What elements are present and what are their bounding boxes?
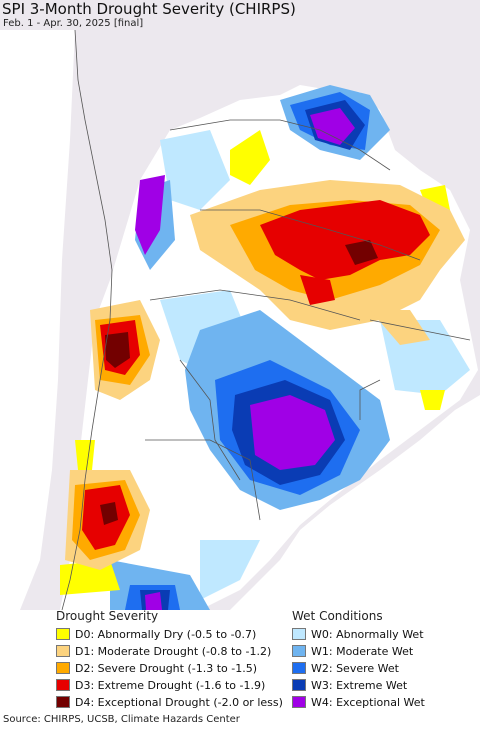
legend-item-w0: W0: Abnormally Wet (292, 626, 424, 642)
legend-label-d2: D2: Severe Drought (-1.3 to -1.5) (75, 661, 258, 675)
source-credit: Source: CHIRPS, UCSB, Climate Hazards Ce… (3, 714, 240, 725)
swatch-w4 (292, 696, 306, 708)
legend-label-d1: D1: Moderate Drought (-0.8 to -1.2) (75, 644, 272, 658)
legend-label-w4: W4: Exceptional Wet (311, 695, 425, 709)
w4-areas (135, 108, 355, 610)
legend-item-d2: D2: Severe Drought (-1.3 to -1.5) (56, 660, 257, 676)
legend-item-w4: W4: Exceptional Wet (292, 694, 425, 710)
wet-legend-heading: Wet Conditions (292, 609, 383, 623)
swatch-w3 (292, 679, 306, 691)
swatch-d1 (56, 645, 70, 657)
legend-item-w2: W2: Severe Wet (292, 660, 399, 676)
legend-item-d4: D4: Exceptional Drought (-2.0 or less) (56, 694, 283, 710)
region-borders (61, 29, 471, 610)
legend-label-d4: D4: Exceptional Drought (-2.0 or less) (75, 695, 283, 709)
legend-label-w0: W0: Abnormally Wet (311, 627, 424, 641)
legend-label-w1: W1: Moderate Wet (311, 644, 414, 658)
d0-areas (60, 130, 450, 595)
swatch-w2 (292, 662, 306, 674)
atlantic-ocean (230, 395, 480, 610)
d4-areas (100, 240, 378, 525)
legend-label-w2: W2: Severe Wet (311, 661, 399, 675)
swatch-d4 (56, 696, 70, 708)
legend-label-d0: D0: Abnormally Dry (-0.5 to -0.7) (75, 627, 257, 641)
legend-item-w3: W3: Extreme Wet (292, 677, 407, 693)
pacific-ocean (0, 30, 75, 610)
swatch-d2 (56, 662, 70, 674)
legend-item-d0: D0: Abnormally Dry (-0.5 to -0.7) (56, 626, 256, 642)
legend-item-d1: D1: Moderate Drought (-0.8 to -1.2) (56, 643, 271, 659)
drought-legend-heading: Drought Severity (56, 609, 159, 623)
legend-item-w1: W1: Moderate Wet (292, 643, 413, 659)
legend-label-d3: D3: Extreme Drought (-1.6 to -1.9) (75, 678, 266, 692)
legend-item-d3: D3: Extreme Drought (-1.6 to -1.9) (56, 677, 265, 693)
swatch-w0 (292, 628, 306, 640)
swatch-d0 (56, 628, 70, 640)
drought-map (0, 0, 480, 610)
swatch-d3 (56, 679, 70, 691)
legend-label-w3: W3: Extreme Wet (311, 678, 408, 692)
map-title: SPI 3-Month Drought Severity (CHIRPS) (2, 0, 296, 18)
swatch-w1 (292, 645, 306, 657)
map-subtitle: Feb. 1 - Apr. 30, 2025 [final] (3, 18, 144, 29)
